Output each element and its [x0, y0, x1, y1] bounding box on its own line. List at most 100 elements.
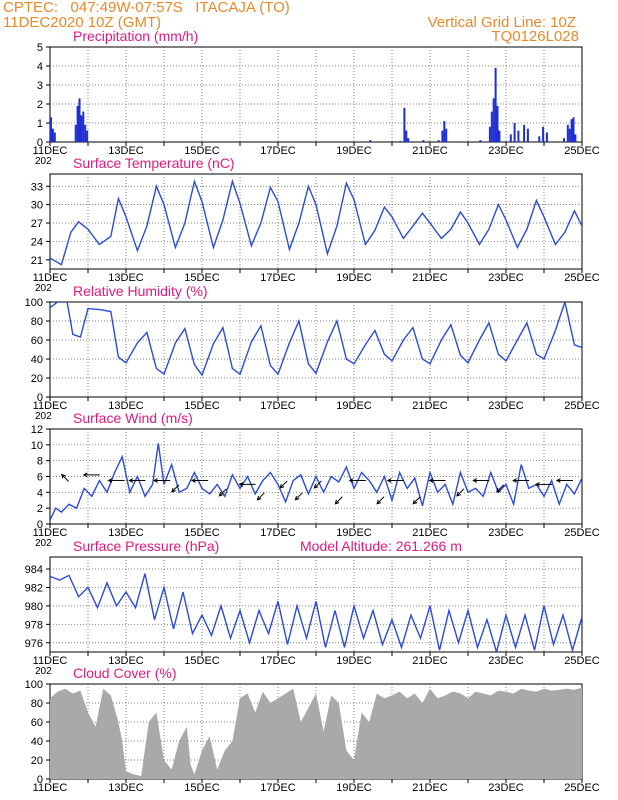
pres-date-label: 25DEC — [564, 655, 600, 667]
pres-series-line — [50, 573, 582, 652]
precip-bar — [405, 130, 408, 142]
wind-arrow — [376, 496, 385, 505]
precip-ytick-label: 0 — [37, 137, 43, 149]
cloud-date-label: 15DEC — [184, 782, 220, 794]
temp-series-line — [50, 178, 582, 266]
rh-ytick-label: 0 — [37, 392, 43, 404]
precip-bar — [492, 98, 495, 142]
precip-bar — [494, 67, 497, 142]
cloud-title: Cloud Cover (%) — [73, 665, 176, 681]
precip-year-label: 202 — [35, 156, 52, 167]
temp-date-label: 25DEC — [564, 272, 600, 284]
precip-bar — [509, 134, 512, 142]
rh-date-label: 19DEC — [336, 400, 372, 412]
wind-ytick-label: 6 — [37, 472, 43, 484]
wind-arrow-head — [555, 478, 561, 483]
wind-arrow-head — [279, 483, 285, 489]
rh-ytick-label: 20 — [31, 373, 43, 385]
pres-ytick-label: 980 — [25, 601, 43, 613]
precip-ytick-label: 4 — [37, 61, 43, 73]
rh-year-label: 202 — [35, 411, 52, 422]
wind-arrow-head — [376, 499, 382, 505]
cloud-ytick-label: 40 — [31, 736, 43, 748]
wind-arrow-head — [386, 478, 392, 483]
wind-arrow-head — [128, 478, 134, 483]
wind-year-label: 202 — [35, 538, 52, 549]
wind-arrow-head — [472, 478, 478, 483]
precip-bar — [422, 140, 425, 142]
precip-bar — [437, 140, 440, 142]
wind-arrow — [279, 480, 288, 489]
precip-bar — [84, 124, 87, 142]
wind-arrow — [171, 484, 180, 493]
wind-arrow — [334, 496, 343, 505]
wind-arrow-head — [153, 478, 158, 483]
precip-bar — [74, 124, 77, 142]
precip-bar — [53, 132, 56, 142]
cloud-area — [50, 687, 582, 779]
pres-subtitle: Model Altitude: 261.266 m — [300, 538, 462, 554]
wind-arrow-head — [412, 499, 418, 505]
wind-arrow-head — [512, 478, 517, 483]
header-model-id: TQ0126L028 — [491, 28, 579, 45]
pres-date-label: 17DEC — [260, 655, 296, 667]
temp-date-label: 17DEC — [260, 272, 296, 284]
cloud-date-label: 13DEC — [108, 782, 144, 794]
wind-date-label: 23DEC — [488, 527, 524, 539]
cloud-date-label: 17DEC — [260, 782, 296, 794]
rh-date-label: 17DEC — [260, 400, 296, 412]
wind-date-label: 11DEC — [33, 527, 68, 539]
cloud-date-label: 19DEC — [336, 782, 372, 794]
pres-date-label: 21DEC — [412, 655, 448, 667]
temp-year-label: 202 — [35, 283, 52, 294]
precip-bar — [50, 117, 52, 142]
precip-date-label: 21DEC — [412, 145, 448, 157]
precip-bar — [545, 132, 548, 142]
precip-bar — [498, 130, 501, 142]
temp-ytick-label: 33 — [31, 181, 43, 193]
wind-ytick-label: 2 — [37, 503, 43, 515]
wind-arrow-head — [496, 487, 501, 493]
precip-ytick-label: 1 — [37, 118, 43, 130]
wind-arrow-head — [348, 478, 354, 483]
precip-panel: 0 1 2 3 4 5 11DEC 13DEC 15DEC 17DEC 19DEC 21DEC 23DE… — [33, 28, 600, 167]
rh-ytick-label: 40 — [31, 354, 43, 366]
temp-date-label: 21DEC — [412, 272, 448, 284]
wind-title: Surface Wind (m/s) — [73, 410, 193, 426]
cloud-ytick-label: 80 — [31, 698, 43, 710]
wind-date-label: 19DEC — [336, 527, 372, 539]
precip-date-label: 13DEC — [108, 145, 144, 157]
wind-date-label: 21DEC — [412, 527, 448, 539]
pres-ytick-label: 984 — [25, 564, 43, 576]
precip-bar — [403, 107, 406, 142]
cloud-date-label: 21DEC — [412, 782, 448, 794]
wind-arrow-head — [256, 495, 262, 501]
precip-frame — [49, 46, 583, 143]
pres-ytick-label: 976 — [25, 638, 43, 650]
rh-date-label: 15DEC — [184, 400, 220, 412]
precip-bar — [526, 128, 529, 142]
wind-ytick-label: 4 — [37, 487, 43, 499]
pres-ytick-label: 978 — [25, 619, 43, 631]
cloud-ytick-label: 0 — [37, 774, 43, 786]
wind-arrow-head — [107, 478, 113, 483]
precip-bar — [572, 117, 575, 142]
pres-date-label: 13DEC — [108, 655, 144, 667]
wind-arrow-head — [313, 483, 319, 489]
wind-ytick-label: 10 — [31, 440, 43, 452]
wind-arrow-head — [218, 491, 224, 497]
wind-arrow — [219, 488, 227, 497]
precip-ytick-label: 3 — [37, 80, 43, 92]
rh-date-label: 25DEC — [564, 400, 600, 412]
precip-bar — [542, 126, 545, 142]
rh-title: Relative Humidity (%) — [73, 283, 208, 299]
wind-arrow-head — [428, 478, 434, 483]
cloud-ytick-label: 60 — [31, 717, 43, 729]
wind-arrow — [496, 484, 505, 493]
precip-bar — [78, 98, 81, 142]
precip-bar — [407, 138, 410, 142]
pres-date-label: 11DEC — [33, 655, 68, 667]
temp-date-label: 13DEC — [108, 272, 144, 284]
precip-bar — [51, 128, 54, 142]
